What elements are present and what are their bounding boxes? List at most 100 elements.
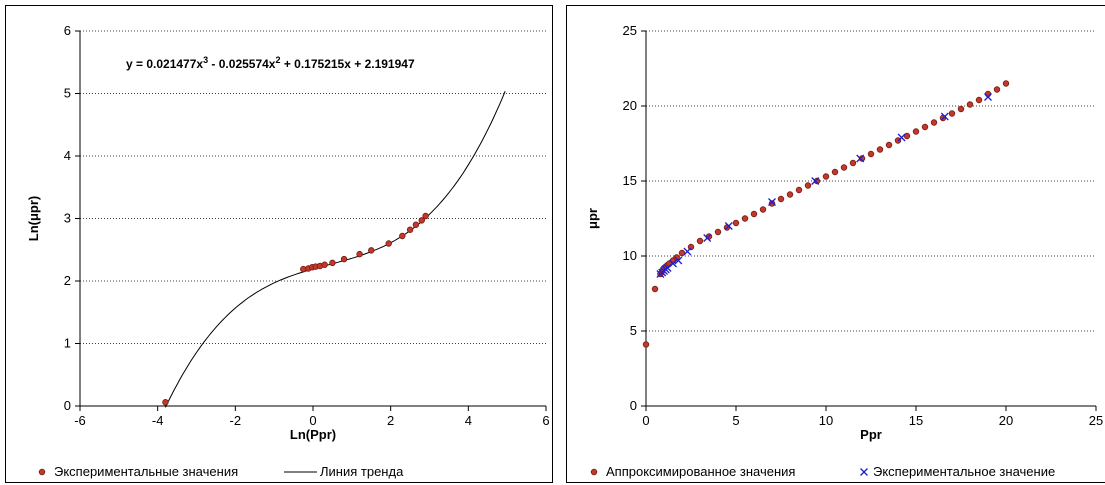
data-point-circle xyxy=(849,159,857,167)
data-point-circle xyxy=(356,250,363,258)
data-point-circle xyxy=(993,86,1001,93)
y-tick-label: 6 xyxy=(64,23,71,38)
data-point-x-stroke xyxy=(897,133,906,142)
data-point-circle xyxy=(412,221,420,228)
data-point-circle xyxy=(984,90,992,98)
x-tick-label: 10 xyxy=(819,413,833,428)
x-tick-label: -2 xyxy=(230,413,242,428)
data-point-circle xyxy=(813,177,821,185)
y-tick-label: 0 xyxy=(64,398,71,413)
y-tick-label: 2 xyxy=(64,273,71,288)
data-point-circle xyxy=(822,173,830,180)
equation-exponent: 2 xyxy=(275,55,280,65)
data-point-circle xyxy=(930,119,938,126)
y-tick-label: 25 xyxy=(623,23,637,38)
data-point-circle xyxy=(642,341,650,348)
legend-item: Экспериментальные значения xyxy=(38,464,238,479)
data-point-circle xyxy=(732,219,740,227)
x-tick-label: 0 xyxy=(309,413,316,428)
data-point-x-stroke xyxy=(811,177,820,185)
x-tick-label: 4 xyxy=(465,413,472,428)
data-point-circle xyxy=(921,123,929,131)
x-tick-label: 5 xyxy=(732,413,739,428)
legend-label: Линия тренда xyxy=(320,464,404,479)
data-point-x xyxy=(984,93,992,101)
trendline xyxy=(164,91,506,408)
data-point-circle xyxy=(957,105,965,113)
data-point-x xyxy=(940,112,949,121)
data-point-circle xyxy=(406,226,414,233)
data-point-circle xyxy=(422,212,429,220)
left-chart: 0 1 2 3 4 5 6 -6 -4 -2 0 2 4 6 Ln(Ppr) Ln(μpr) y = 0.021… xyxy=(26,23,550,479)
data-point-circle xyxy=(340,255,348,263)
y-tick-label: 0 xyxy=(630,398,637,413)
data-point-circle xyxy=(840,164,848,171)
data-point-circle xyxy=(795,186,803,194)
x-axis-title: Ppr xyxy=(860,427,882,442)
equation-exponent: 3 xyxy=(203,55,208,65)
data-point-x-stroke xyxy=(856,154,865,163)
x-axis-title: Ln(Ppr) xyxy=(290,427,336,442)
data-point-x-stroke xyxy=(768,198,776,206)
data-point-x-stroke xyxy=(940,112,949,121)
data-point-circle xyxy=(385,240,392,247)
data-point-circle xyxy=(876,146,884,153)
data-point-x xyxy=(724,222,733,230)
legend-label: Экспериментальные значения xyxy=(54,464,238,479)
data-point-x xyxy=(768,198,776,206)
legend-item: Линия тренда xyxy=(284,464,404,479)
legend-item: Аппроксимированное значения xyxy=(590,464,795,479)
x-tick-label: 25 xyxy=(1089,413,1103,428)
x-tick-label: 6 xyxy=(542,413,549,428)
y-tick-label: 15 xyxy=(623,173,637,188)
data-point-circle xyxy=(867,150,875,158)
data-point-circle xyxy=(858,155,866,162)
data-point-x-stroke xyxy=(669,259,677,268)
data-point-circle xyxy=(777,195,785,203)
data-point-circle xyxy=(768,200,776,207)
x-tick-label: 20 xyxy=(999,413,1013,428)
legend-label: Аппроксимированное значения xyxy=(606,464,795,479)
right-chart: 0 5 10 15 20 25 0 5 10 15 20 25 Ppr μpr Аппроксимирова… xyxy=(585,23,1103,479)
x-tick-label: 15 xyxy=(909,413,923,428)
data-point-circle xyxy=(975,96,983,104)
data-point-circle xyxy=(903,132,911,140)
data-point-circle xyxy=(966,101,974,108)
x-tick-label: 0 xyxy=(642,413,649,428)
equation-part: + 0.175215x + 2.191947 xyxy=(281,57,415,71)
data-point-x-stroke xyxy=(984,93,992,101)
data-point-circle xyxy=(321,261,328,268)
data-point-x xyxy=(683,247,692,256)
data-point-x xyxy=(897,133,906,142)
data-point-x-stroke xyxy=(703,234,712,242)
y-axis-title: Ln(μpr) xyxy=(26,196,41,242)
data-point-circle xyxy=(912,128,920,135)
plot-area xyxy=(162,91,506,408)
y-axis-title: μpr xyxy=(585,208,600,229)
y-tick-label: 1 xyxy=(64,336,71,351)
data-point-circle xyxy=(162,399,169,406)
y-tick-label: 20 xyxy=(623,98,637,113)
y-tick-label: 10 xyxy=(623,248,637,263)
x-tick-label: -6 xyxy=(74,413,86,428)
data-point-circle xyxy=(696,237,704,245)
data-point-x xyxy=(811,177,820,185)
data-point-x xyxy=(669,259,677,268)
plot-area xyxy=(642,80,1010,348)
data-point-circle xyxy=(759,206,767,213)
trendline-equation: y = 0.021477x3 - 0.025574x2 + 0.175215x … xyxy=(126,55,415,71)
legend-marker-circle xyxy=(38,468,46,476)
y-tick-label: 5 xyxy=(64,86,71,101)
data-point-circle xyxy=(804,182,812,189)
right-chart-panel: 0 5 10 15 20 25 0 5 10 15 20 25 Ppr μpr Аппроксимирова… xyxy=(566,5,1105,483)
data-point-x-stroke xyxy=(683,247,692,256)
left-chart-panel: 0 1 2 3 4 5 6 -6 -4 -2 0 2 4 6 Ln(Ppr) Ln(μpr) y = 0.021… xyxy=(5,5,553,483)
data-point-circle xyxy=(786,191,794,198)
equation-part: - 0.025574x xyxy=(208,57,276,71)
data-point-x-stroke xyxy=(674,256,683,265)
data-point-circle xyxy=(418,217,425,224)
y-tick-label: 4 xyxy=(64,148,71,163)
data-point-circle xyxy=(948,110,956,117)
legend-item: Экспериментальное значение xyxy=(860,464,1055,479)
legend-marker-x xyxy=(860,468,868,476)
